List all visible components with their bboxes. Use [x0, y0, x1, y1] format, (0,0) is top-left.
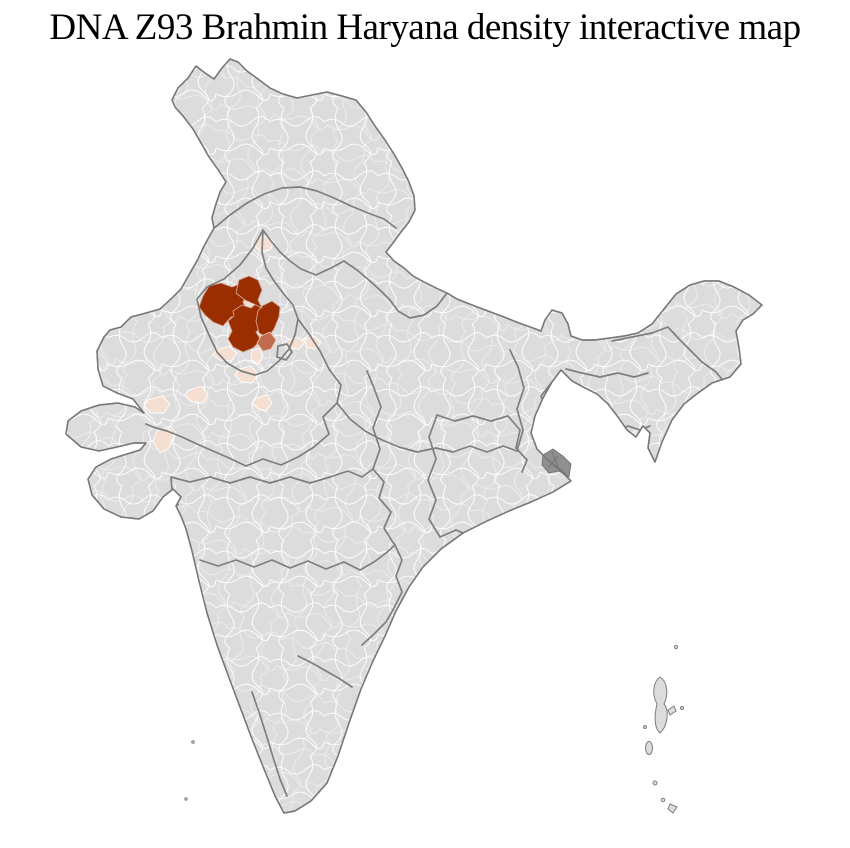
- district-highlight-low-8[interactable]: [143, 395, 171, 414]
- district-highlight-low-10[interactable]: [250, 347, 264, 365]
- map-title: DNA Z93 Brahmin Haryana density interact…: [49, 7, 801, 48]
- district-highlight-low-6[interactable]: [251, 394, 273, 412]
- district-highlight-low-7[interactable]: [184, 385, 209, 404]
- andaman-nicobar-islands: [643, 644, 684, 814]
- lakshadweep-islets: [184, 740, 195, 801]
- district-highlight-low-9[interactable]: [152, 426, 175, 454]
- district-highlight-high-4[interactable]: [235, 275, 263, 309]
- district-highlight-low-4[interactable]: [212, 345, 238, 362]
- district-highlight-medium-1[interactable]: [256, 331, 277, 352]
